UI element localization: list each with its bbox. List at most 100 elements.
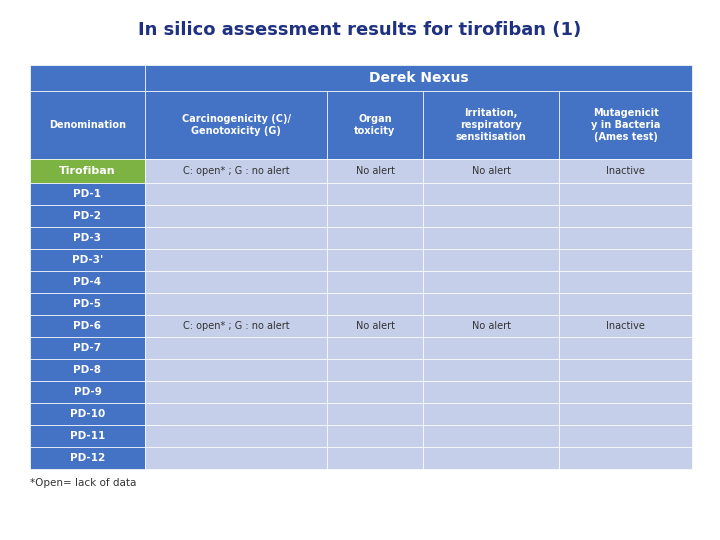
Bar — [559, 381, 692, 403]
Bar — [30, 293, 145, 315]
Bar — [559, 183, 692, 205]
Bar — [423, 183, 559, 205]
Bar — [559, 91, 692, 159]
Text: Organ
toxicity: Organ toxicity — [354, 114, 395, 136]
Bar — [327, 403, 423, 425]
Bar — [559, 359, 692, 381]
Text: Derek Nexus: Derek Nexus — [369, 71, 468, 85]
Bar — [327, 183, 423, 205]
Text: *Open= lack of data: *Open= lack of data — [30, 478, 136, 488]
Text: Tirofiban: Tirofiban — [59, 166, 116, 176]
Bar — [30, 205, 145, 227]
Bar — [145, 447, 327, 469]
Bar — [423, 447, 559, 469]
Text: Inactive: Inactive — [606, 321, 645, 331]
Bar — [145, 183, 327, 205]
Bar — [559, 205, 692, 227]
Bar — [423, 91, 559, 159]
Text: PD-11: PD-11 — [70, 431, 105, 441]
Text: Carcinogenicity (C)/
Genotoxicity (G): Carcinogenicity (C)/ Genotoxicity (G) — [181, 114, 290, 136]
Bar — [327, 91, 423, 159]
Bar — [559, 403, 692, 425]
Text: PD-5: PD-5 — [73, 299, 102, 309]
Text: PD-4: PD-4 — [73, 277, 102, 287]
Bar — [327, 227, 423, 249]
Bar — [423, 271, 559, 293]
Text: No alert: No alert — [356, 321, 395, 331]
Text: PD-1: PD-1 — [73, 189, 102, 199]
Bar — [327, 447, 423, 469]
Text: No alert: No alert — [472, 166, 510, 176]
Bar — [327, 337, 423, 359]
Text: Inactive: Inactive — [606, 166, 645, 176]
Bar — [327, 159, 423, 183]
Bar — [30, 249, 145, 271]
Bar — [327, 293, 423, 315]
Bar — [559, 271, 692, 293]
Bar — [145, 205, 327, 227]
Bar — [30, 159, 145, 183]
Text: No alert: No alert — [356, 166, 395, 176]
Bar — [559, 337, 692, 359]
Bar — [423, 227, 559, 249]
Bar — [559, 227, 692, 249]
Bar — [30, 403, 145, 425]
Text: PD-8: PD-8 — [73, 365, 102, 375]
Bar — [30, 65, 145, 91]
Bar — [423, 425, 559, 447]
Bar — [559, 293, 692, 315]
Bar — [145, 271, 327, 293]
Bar — [145, 403, 327, 425]
Bar — [145, 315, 327, 337]
Text: PD-2: PD-2 — [73, 211, 102, 221]
Text: C: open* ; G : no alert: C: open* ; G : no alert — [183, 166, 289, 176]
Bar — [30, 183, 145, 205]
Bar — [145, 91, 327, 159]
Text: No alert: No alert — [472, 321, 510, 331]
Bar — [423, 293, 559, 315]
Bar — [423, 159, 559, 183]
Text: In silico assessment results for tirofiban (1): In silico assessment results for tirofib… — [138, 21, 582, 39]
Bar — [145, 249, 327, 271]
Bar — [30, 425, 145, 447]
Bar — [327, 381, 423, 403]
Bar — [423, 381, 559, 403]
Bar — [327, 271, 423, 293]
Bar — [30, 271, 145, 293]
Text: PD-3': PD-3' — [72, 255, 103, 265]
Bar — [423, 315, 559, 337]
Text: Mutagenicit
y in Bacteria
(Ames test): Mutagenicit y in Bacteria (Ames test) — [591, 109, 660, 141]
Bar — [145, 227, 327, 249]
Bar — [30, 315, 145, 337]
Bar — [423, 337, 559, 359]
Bar — [327, 249, 423, 271]
Text: PD-7: PD-7 — [73, 343, 102, 353]
Text: PD-10: PD-10 — [70, 409, 105, 419]
Bar — [30, 91, 145, 159]
Text: Denomination: Denomination — [49, 120, 126, 130]
Bar — [559, 159, 692, 183]
Bar — [327, 205, 423, 227]
Bar — [559, 425, 692, 447]
Bar — [30, 337, 145, 359]
Text: C: open* ; G : no alert: C: open* ; G : no alert — [183, 321, 289, 331]
Bar — [145, 293, 327, 315]
Bar — [327, 425, 423, 447]
Bar — [30, 381, 145, 403]
Bar — [423, 205, 559, 227]
Text: PD-6: PD-6 — [73, 321, 102, 331]
Bar — [145, 159, 327, 183]
Bar — [30, 359, 145, 381]
Bar — [145, 381, 327, 403]
Bar — [145, 359, 327, 381]
Bar — [423, 403, 559, 425]
Bar — [423, 249, 559, 271]
Bar — [145, 65, 692, 91]
Bar — [327, 315, 423, 337]
Text: PD-3: PD-3 — [73, 233, 102, 243]
Text: Irritation,
respiratory
sensitisation: Irritation, respiratory sensitisation — [456, 109, 526, 141]
Bar — [30, 227, 145, 249]
Bar — [145, 337, 327, 359]
Bar — [327, 359, 423, 381]
Bar — [559, 315, 692, 337]
